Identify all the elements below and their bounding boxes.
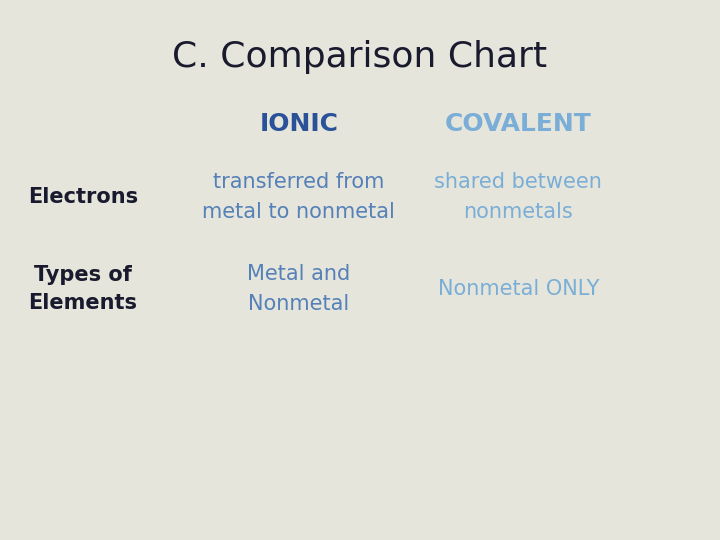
Text: IONIC: IONIC <box>259 112 338 136</box>
Text: Electrons: Electrons <box>28 187 138 207</box>
Text: Types of
Elements: Types of Elements <box>28 265 138 313</box>
Text: Nonmetal ONLY: Nonmetal ONLY <box>438 279 599 299</box>
Text: transferred from
metal to nonmetal: transferred from metal to nonmetal <box>202 172 395 222</box>
Text: C. Comparison Chart: C. Comparison Chart <box>172 40 548 73</box>
Text: COVALENT: COVALENT <box>445 112 592 136</box>
Text: shared between
nonmetals: shared between nonmetals <box>434 172 603 222</box>
Text: Metal and
Nonmetal: Metal and Nonmetal <box>247 264 351 314</box>
